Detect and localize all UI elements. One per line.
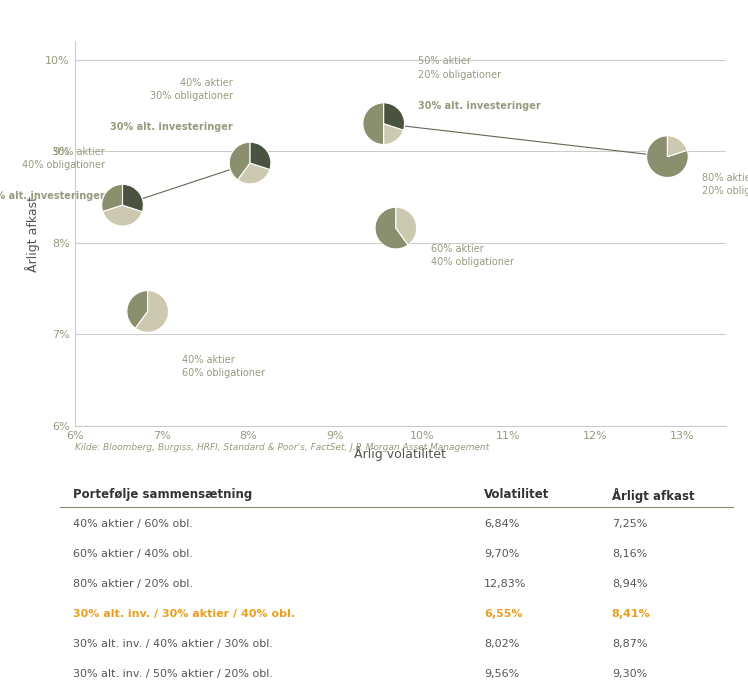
Text: 30% alt. investeringer: 30% alt. investeringer xyxy=(110,122,233,132)
Text: 8,94%: 8,94% xyxy=(612,579,647,589)
Text: 8,16%: 8,16% xyxy=(612,550,647,559)
Text: 30% alt. inv. / 50% aktier / 20% obl.: 30% alt. inv. / 50% aktier / 20% obl. xyxy=(73,669,273,679)
Text: 8,87%: 8,87% xyxy=(612,639,647,649)
Text: 30% aktier
40% obligationer: 30% aktier 40% obligationer xyxy=(22,147,105,170)
Text: Årligt afkast: Årligt afkast xyxy=(612,488,694,504)
Text: 9,56%: 9,56% xyxy=(484,669,519,679)
X-axis label: Årlig volatilitet: Årlig volatilitet xyxy=(355,447,446,462)
Text: 50% aktier
20% obligationer: 50% aktier 20% obligationer xyxy=(418,56,501,80)
Text: 6,55%: 6,55% xyxy=(484,609,522,619)
Text: 9,70%: 9,70% xyxy=(484,550,519,559)
Text: Portefølje sammensætning: Portefølje sammensætning xyxy=(73,488,253,502)
Text: 30% alt. investeringer: 30% alt. investeringer xyxy=(418,101,541,111)
Text: 30% alt. investeringer: 30% alt. investeringer xyxy=(0,192,105,201)
Text: 60% aktier / 40% obl.: 60% aktier / 40% obl. xyxy=(73,550,193,559)
Text: 12,83%: 12,83% xyxy=(484,579,527,589)
Text: 9,30%: 9,30% xyxy=(612,669,647,679)
Text: 30% alt. inv. / 40% aktier / 30% obl.: 30% alt. inv. / 40% aktier / 30% obl. xyxy=(73,639,273,649)
Text: 40% aktier
30% obligationer: 40% aktier 30% obligationer xyxy=(150,78,233,101)
Text: 80% aktier
20% obligationer: 80% aktier 20% obligationer xyxy=(702,172,748,196)
Text: 30% alt. inv. / 30% aktier / 40% obl.: 30% alt. inv. / 30% aktier / 40% obl. xyxy=(73,609,295,619)
Text: Kilde: Bloomberg, Burgiss, HRFI, Standard & Poor's, FactSet, J.P. Morgan Asset M: Kilde: Bloomberg, Burgiss, HRFI, Standar… xyxy=(75,443,489,452)
Text: 7,25%: 7,25% xyxy=(612,519,647,530)
Text: 60% aktier
40% obligationer: 60% aktier 40% obligationer xyxy=(431,244,514,267)
Text: 6,84%: 6,84% xyxy=(484,519,519,530)
Text: 40% aktier
60% obligationer: 40% aktier 60% obligationer xyxy=(183,354,266,378)
Text: Volatilitet: Volatilitet xyxy=(484,488,549,502)
Text: 80% aktier / 20% obl.: 80% aktier / 20% obl. xyxy=(73,579,194,589)
Y-axis label: Årligt afkast: Årligt afkast xyxy=(25,196,40,271)
Text: 8,41%: 8,41% xyxy=(612,609,651,619)
Text: 40% aktier / 60% obl.: 40% aktier / 60% obl. xyxy=(73,519,193,530)
Text: 8,02%: 8,02% xyxy=(484,639,519,649)
